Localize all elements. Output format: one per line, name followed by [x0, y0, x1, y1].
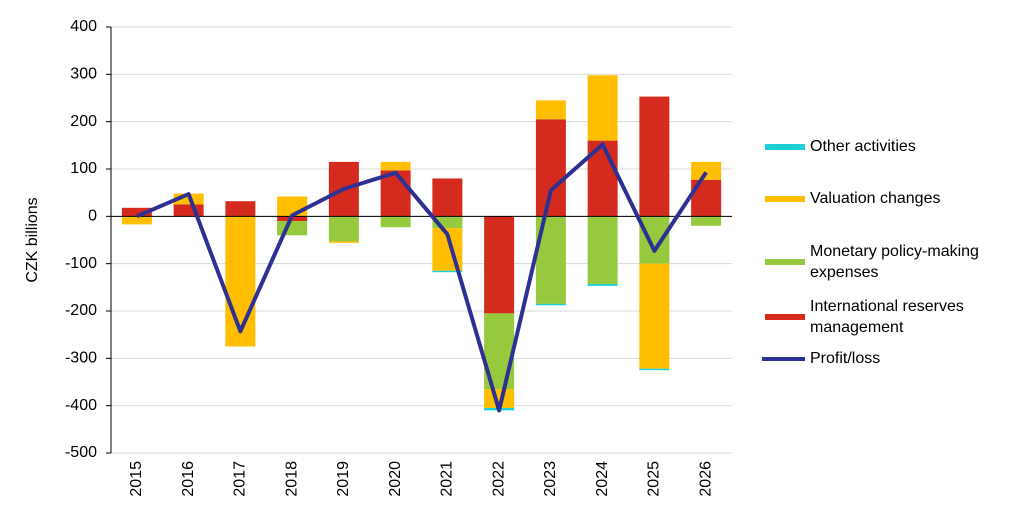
- x-tick-label: 2016: [180, 461, 197, 497]
- bar-segment: [691, 216, 722, 226]
- bar-segment: [380, 161, 411, 171]
- y-tick-label: -100: [65, 255, 97, 272]
- y-tick-label: 400: [70, 18, 97, 35]
- y-tick-label: -300: [65, 350, 97, 367]
- x-tick-label: 2015: [128, 461, 145, 497]
- y-axis-label: CZK billions: [24, 197, 41, 282]
- x-tick-label: 2020: [387, 461, 404, 497]
- y-tick-label: -200: [65, 302, 97, 319]
- legend-label: Other activities: [810, 138, 916, 155]
- y-tick-label: 100: [70, 160, 97, 177]
- legend-label: Monetary policy-making expenses: [810, 243, 979, 281]
- y-tick-label: 200: [70, 113, 97, 130]
- bar-segment: [328, 216, 359, 242]
- x-tick-label: 2021: [439, 461, 456, 497]
- x-tick-label: 2022: [490, 461, 507, 497]
- x-tick-label: 2018: [283, 461, 300, 497]
- legend-marker: [765, 196, 805, 202]
- bar-segment: [535, 303, 566, 306]
- bar-segment: [380, 216, 411, 228]
- bar-segment: [587, 284, 618, 286]
- bar-segment: [639, 368, 670, 371]
- legend-label: Valuation changes: [810, 190, 941, 207]
- bar-segment: [484, 389, 515, 409]
- bar-segment: [121, 207, 152, 217]
- bar-segment: [328, 241, 359, 243]
- bar-segment: [691, 161, 722, 180]
- bar-segment: [225, 216, 256, 347]
- x-tick-label: 2023: [542, 461, 559, 497]
- bar-segment: [587, 216, 618, 285]
- legend-marker: [765, 314, 805, 320]
- legend-marker: [765, 144, 805, 150]
- y-tick-label: 300: [70, 66, 97, 83]
- bar-segment: [484, 216, 515, 314]
- bar-segment: [173, 204, 204, 217]
- x-tick-label: 2017: [232, 461, 249, 497]
- bar-segment: [432, 216, 463, 229]
- x-tick-label: 2024: [594, 461, 611, 497]
- x-tick-label: 2019: [335, 461, 352, 497]
- legend-label: Profit/loss: [810, 350, 881, 367]
- bar-segment: [277, 221, 308, 236]
- bar-segment: [535, 119, 566, 217]
- legend-marker: [765, 259, 805, 265]
- y-tick-label: -500: [65, 444, 97, 461]
- legend-label: International reserves management: [810, 298, 964, 336]
- bar-segment: [121, 216, 152, 225]
- bar-segment: [432, 270, 463, 273]
- bar-segment: [535, 100, 566, 120]
- bar-segment: [639, 96, 670, 217]
- bar-segment: [639, 216, 670, 264]
- bar-segment: [380, 170, 411, 217]
- x-tick-label: 2026: [697, 461, 714, 497]
- profit-line: [136, 142, 708, 413]
- y-tick-label: 0: [88, 208, 97, 225]
- y-tick-label: -400: [65, 397, 97, 414]
- bar-segment: [639, 263, 670, 369]
- bar-segment: [432, 178, 463, 217]
- x-tick-label: 2025: [646, 461, 663, 497]
- bar-segment: [225, 201, 256, 217]
- bar-segment: [587, 75, 618, 141]
